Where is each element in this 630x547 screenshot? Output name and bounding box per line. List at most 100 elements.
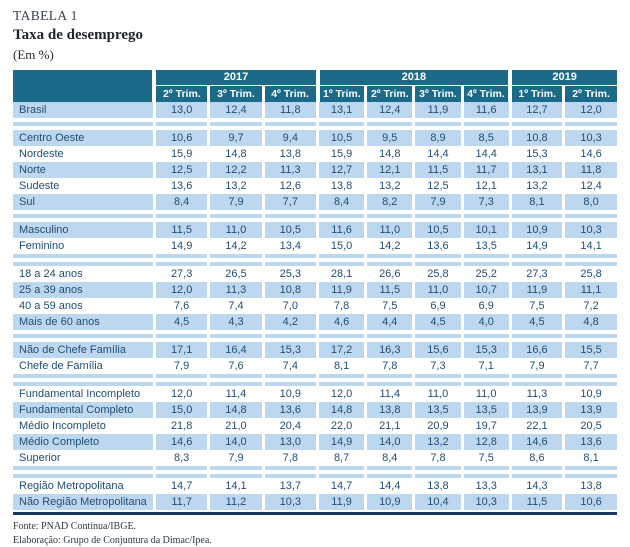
quarter-header: 3º Trim. [414,85,462,102]
value-cell: 10,9 [263,386,317,402]
value-cell: 17,1 [154,342,208,358]
value-cell: 25,8 [414,266,462,282]
value-cell: 10,5 [318,130,366,146]
value-cell: 11,9 [318,282,366,298]
value-cell: 28,1 [318,266,366,282]
value-cell: 12,7 [510,102,563,118]
row-label: Fundamental Incompleto [13,386,154,402]
value-cell: 14,7 [154,478,208,494]
value-cell: 15,0 [154,402,208,418]
value-cell: 13,6 [154,178,208,194]
value-cell: 10,3 [263,494,317,510]
value-cell: 16,4 [209,342,263,358]
value-cell: 14,6 [510,434,563,450]
value-cell: 13,9 [564,402,617,418]
value-cell: 13,2 [414,434,462,450]
value-cell: 14,9 [318,434,366,450]
value-cell: 7,8 [414,450,462,466]
value-cell: 21,0 [209,418,263,434]
value-cell: 22,1 [510,418,563,434]
value-cell: 7,2 [564,298,617,314]
value-cell: 26,6 [366,266,414,282]
value-cell: 27,3 [154,266,208,282]
value-cell: 13,6 [564,434,617,450]
row-label: Superior [13,450,154,466]
row-label: Feminino [13,238,154,254]
value-cell: 7,3 [462,194,510,210]
row-label: Não de Chefe Família [13,342,154,358]
row-label: Médio Completo [13,434,154,450]
value-cell: 15,3 [263,342,317,358]
row-label: Sul [13,194,154,210]
value-cell: 11,7 [462,162,510,178]
value-cell: 4,4 [366,314,414,330]
row-label: Sudeste [13,178,154,194]
value-cell: 6,9 [414,298,462,314]
value-cell: 14,0 [366,434,414,450]
value-cell: 9,4 [263,130,317,146]
value-cell: 15,3 [462,342,510,358]
value-cell: 10,3 [564,130,617,146]
value-cell: 10,9 [366,494,414,510]
value-cell: 11,0 [366,222,414,238]
value-cell: 13,1 [318,102,366,118]
value-cell: 21,1 [366,418,414,434]
value-cell: 13,2 [510,178,563,194]
value-cell: 10,5 [263,222,317,238]
value-cell: 11,3 [209,282,263,298]
value-cell: 10,1 [462,222,510,238]
row-label: 18 a 24 anos [13,266,154,282]
value-cell: 8,3 [154,450,208,466]
value-cell: 20,5 [564,418,617,434]
value-cell: 13,7 [263,478,317,494]
value-cell: 13,1 [510,162,563,178]
row-label: Centro Oeste [13,130,154,146]
row-label: 25 a 39 anos [13,282,154,298]
value-cell: 11,0 [414,282,462,298]
value-cell: 20,4 [263,418,317,434]
table-number-label: TABELA 1 [13,8,617,24]
value-cell: 14,3 [510,478,563,494]
value-cell: 14,1 [564,238,617,254]
value-cell: 11,3 [510,386,563,402]
value-cell: 12,4 [564,178,617,194]
value-cell: 11,3 [263,162,317,178]
value-cell: 15,6 [414,342,462,358]
value-cell: 7,7 [564,358,617,374]
value-cell: 7,9 [209,194,263,210]
value-cell: 11,0 [462,386,510,402]
row-label-header-cell [13,70,154,102]
value-cell: 7,9 [154,358,208,374]
unit-label: (Em %) [13,47,617,63]
value-cell: 11,8 [564,162,617,178]
value-cell: 7,4 [209,298,263,314]
value-cell: 25,3 [263,266,317,282]
value-cell: 11,5 [510,494,563,510]
value-cell: 10,4 [414,494,462,510]
value-cell: 8,4 [366,450,414,466]
row-label: Norte [13,162,154,178]
value-cell: 10,9 [564,386,617,402]
value-cell: 15,3 [510,146,563,162]
value-cell: 13,6 [414,238,462,254]
quarter-header: 2º Trim. [366,85,414,102]
row-label: Mais de 60 anos [13,314,154,330]
row-label: Nordeste [13,146,154,162]
quarter-header: 2º Trim. [154,85,208,102]
value-cell: 13,8 [366,402,414,418]
value-cell: 14,8 [209,146,263,162]
footnote-elaboration: Elaboração: Grupo de Conjuntura da Dimac… [13,534,617,547]
value-cell: 12,5 [414,178,462,194]
value-cell: 27,3 [510,266,563,282]
value-cell: 13,8 [263,146,317,162]
value-cell: 11,5 [414,162,462,178]
